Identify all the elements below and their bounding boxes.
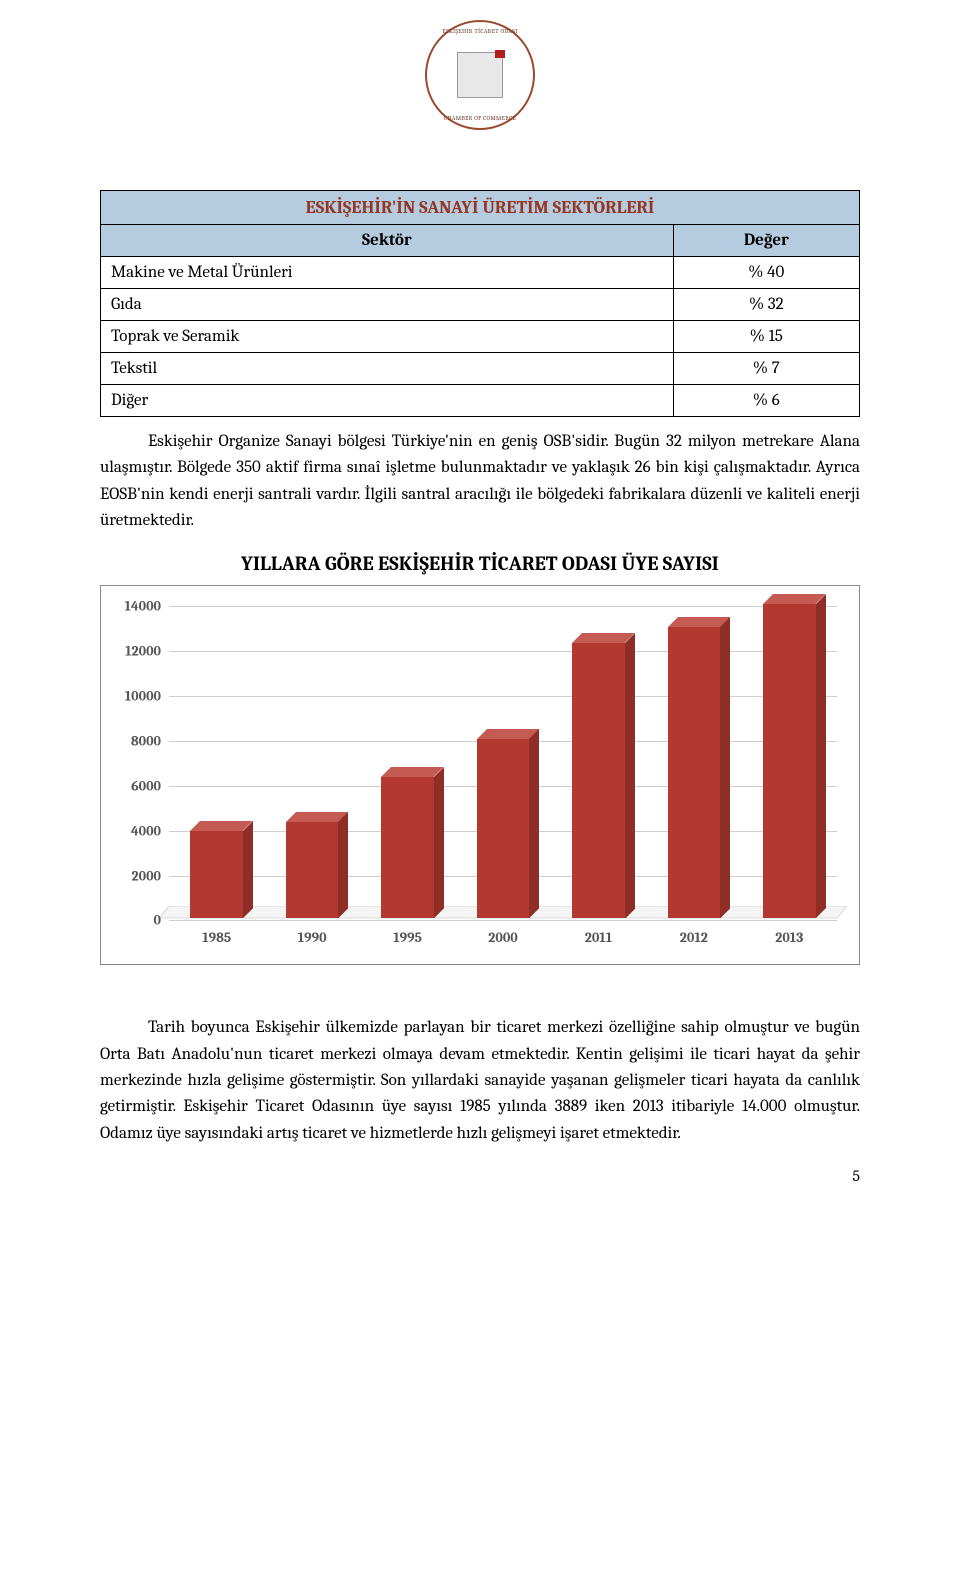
logo-circle: ESKİŞEHİR TİCARET ODASI CHAMBER OF COMME… (425, 20, 535, 130)
chart-bar-side (338, 812, 348, 918)
chart-bar (477, 739, 529, 918)
chart-x-label: 1995 (393, 929, 422, 946)
paragraph-1: Eskişehir Organize Sanayi bölgesi Türkiy… (100, 429, 860, 534)
chart-y-label: 10000 (111, 688, 161, 705)
chart-x-label: 2013 (775, 929, 803, 946)
chart-y-label: 14000 (111, 598, 161, 615)
chart-y-label: 12000 (111, 643, 161, 660)
page: ESKİŞEHİR TİCARET ODASI CHAMBER OF COMME… (0, 0, 960, 1225)
table-cell-value: % 32 (673, 289, 859, 321)
chart-x-label: 2011 (585, 929, 612, 946)
table-cell-sector: Tekstil (101, 353, 674, 385)
logo: ESKİŞEHİR TİCARET ODASI CHAMBER OF COMME… (100, 20, 860, 130)
chart-bar (286, 822, 338, 918)
table-cell-sector: Diğer (101, 385, 674, 417)
chart-y-label: 0 (111, 912, 161, 929)
table-row: Gıda% 32 (101, 289, 860, 321)
chart-bar-side (625, 633, 635, 919)
chart-gridline (169, 606, 837, 607)
table-cell-value: % 40 (673, 257, 859, 289)
chart-bar (763, 604, 815, 918)
chart-x-label: 2012 (680, 929, 708, 946)
chart-y-label: 4000 (111, 822, 161, 839)
chart-title: YILLARA GÖRE ESKİŞEHİR TİCARET ODASI ÜYE… (100, 552, 860, 575)
chart-bar-side (720, 617, 730, 919)
table-col-0: Sektör (101, 225, 674, 257)
table-row: Diğer% 6 (101, 385, 860, 417)
chart-gridline (169, 651, 837, 652)
paragraph-2: Tarih boyunca Eskişehir ülkemizde parlay… (100, 1015, 860, 1147)
table-title: ESKİŞEHİR'İN SANAYİ ÜRETİM SEKTÖRLERİ (101, 191, 860, 225)
chart-gridline (169, 696, 837, 697)
table-row: Toprak ve Seramik% 15 (101, 321, 860, 353)
chart-y-label: 8000 (111, 732, 161, 749)
table-cell-sector: Makine ve Metal Ürünleri (101, 257, 674, 289)
chart-x-label: 1985 (202, 929, 231, 946)
chart-x-label: 2000 (488, 929, 517, 946)
table-cell-value: % 15 (673, 321, 859, 353)
chart-x-label: 1990 (298, 929, 327, 946)
chart-bar (668, 627, 720, 919)
table-row: Makine ve Metal Ürünleri% 40 (101, 257, 860, 289)
chart-inner: 0 2000 4000 6000 8000 10000 12000 14000 1985 1990… (111, 596, 847, 958)
chart-container: 0 2000 4000 6000 8000 10000 12000 14000 1985 1990… (100, 585, 860, 965)
chart-bar-side (434, 767, 444, 918)
logo-inner-icon (457, 52, 503, 98)
sector-table: ESKİŞEHİR'İN SANAYİ ÜRETİM SEKTÖRLERİ Se… (100, 190, 860, 417)
table-cell-value: % 7 (673, 353, 859, 385)
table-col-1: Değer (673, 225, 859, 257)
logo-text-bottom: CHAMBER OF COMMERCE (444, 115, 516, 122)
chart-bar (572, 643, 624, 919)
chart-plot-area (169, 606, 837, 918)
chart-bar-side (529, 729, 539, 918)
chart-y-label: 6000 (111, 777, 161, 794)
chart-bar (190, 831, 242, 918)
table-row: Tekstil% 7 (101, 353, 860, 385)
table-title-row: ESKİŞEHİR'İN SANAYİ ÜRETİM SEKTÖRLERİ (101, 191, 860, 225)
chart-y-label: 2000 (111, 867, 161, 884)
table-cell-value: % 6 (673, 385, 859, 417)
table-cell-sector: Toprak ve Seramik (101, 321, 674, 353)
chart-bar-side (816, 594, 826, 918)
chart-bar-side (243, 821, 253, 918)
table-cell-sector: Gıda (101, 289, 674, 321)
logo-text-top: ESKİŞEHİR TİCARET ODASI (442, 28, 517, 35)
page-number: 5 (100, 1167, 860, 1185)
chart-bar (381, 777, 433, 918)
table-header-row: Sektör Değer (101, 225, 860, 257)
